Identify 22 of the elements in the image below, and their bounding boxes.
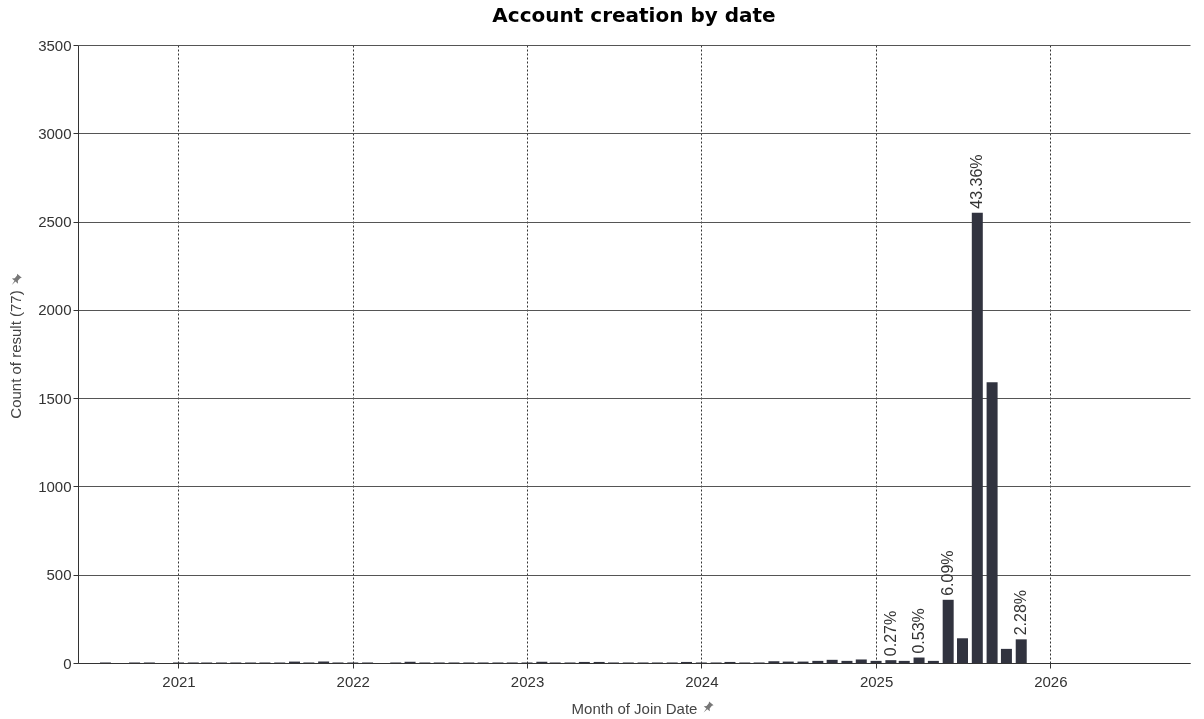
y-tick-label: 3000 bbox=[38, 124, 72, 142]
annotation: 6.09% bbox=[939, 550, 957, 596]
y-tick-label: 2500 bbox=[38, 213, 72, 231]
y-tick-label: 2000 bbox=[38, 301, 72, 319]
x-axis-title: Month of Join Date bbox=[571, 699, 698, 717]
x-tick-label: 2025 bbox=[859, 672, 894, 690]
annotation: 2.28% bbox=[1012, 589, 1030, 636]
annotation: 43.36% bbox=[968, 154, 986, 209]
annotation: 0.27% bbox=[881, 610, 899, 657]
x-tick-label: 2022 bbox=[336, 672, 370, 690]
y-tick-label: 3500 bbox=[38, 36, 72, 54]
y-axis-title: Count of result (77) bbox=[7, 290, 25, 419]
x-tick-label: 2021 bbox=[162, 672, 196, 690]
y-tick-label: 1000 bbox=[38, 477, 72, 495]
x-tick-label: 2024 bbox=[685, 672, 719, 690]
chart-title: Account creation by date bbox=[492, 3, 776, 27]
x-tick-label: 2023 bbox=[510, 672, 545, 690]
y-tick-label: 500 bbox=[46, 566, 72, 584]
y-tick-label: 0 bbox=[63, 654, 72, 672]
x-tick-label: 2026 bbox=[1034, 672, 1068, 690]
annotation: 0.53% bbox=[910, 608, 928, 654]
y-tick-label: 1500 bbox=[38, 389, 72, 407]
